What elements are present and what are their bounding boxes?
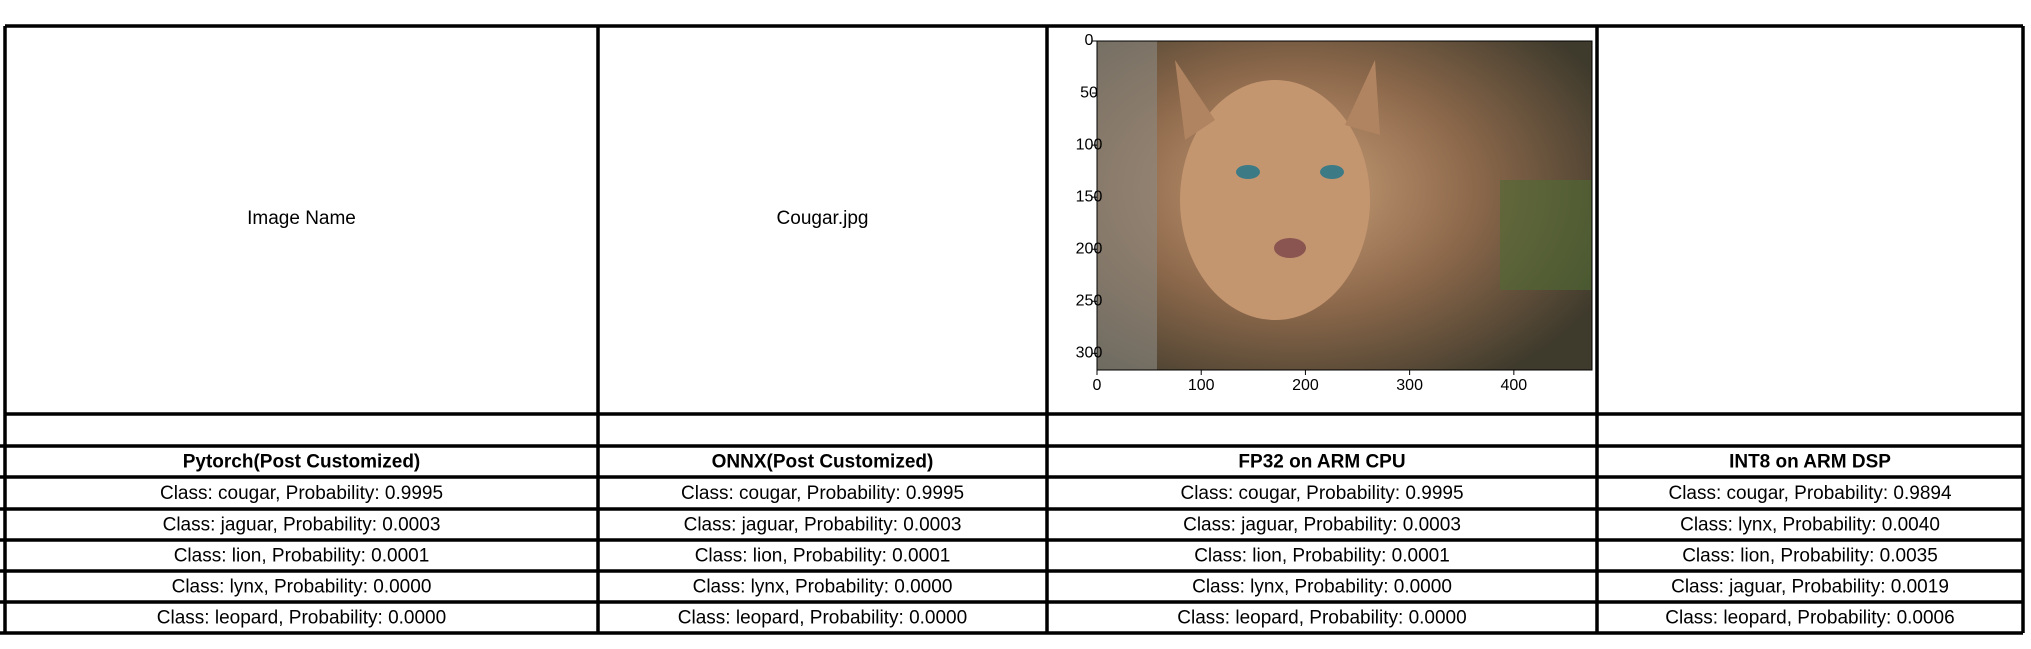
cell-text: Class: jaguar, Probability: 0.0003 — [1183, 515, 1461, 536]
cell-text: Class: cougar, Probability: 0.9894 — [1668, 483, 1951, 504]
cell-text: Image Name — [247, 208, 356, 229]
y-tick-label: 150 — [1076, 188, 1103, 205]
cell-text: Class: lion, Probability: 0.0001 — [695, 546, 951, 567]
x-tick-label: 100 — [1188, 377, 1215, 394]
y-tick-label: 200 — [1076, 240, 1103, 257]
cell-text: Class: jaguar, Probability: 0.0019 — [1671, 577, 1949, 598]
cell-text: Class: leopard, Probability: 0.0000 — [157, 608, 446, 629]
cell-text: Class: leopard, Probability: 0.0000 — [678, 608, 967, 629]
x-tick-label: 200 — [1292, 377, 1319, 394]
x-tick-label: 0 — [1093, 377, 1102, 394]
column-header: INT8 on ARM DSP — [1729, 452, 1891, 473]
cell-text: Class: lynx, Probability: 0.0000 — [1192, 577, 1452, 598]
y-tick-label: 0 — [1085, 32, 1094, 49]
plot-frame — [1096, 40, 1593, 371]
cell-text: Class: jaguar, Probability: 0.0003 — [163, 515, 441, 536]
cell-text: Class: lynx, Probability: 0.0000 — [172, 577, 432, 598]
cell-text: Class: lynx, Probability: 0.0040 — [1680, 515, 1940, 536]
cell-text: Class: lynx, Probability: 0.0000 — [693, 577, 953, 598]
cell-text: Class: leopard, Probability: 0.0000 — [1177, 608, 1466, 629]
x-tick-label: 400 — [1500, 377, 1527, 394]
y-tick-label: 100 — [1076, 136, 1103, 153]
y-tick-label: 250 — [1076, 293, 1103, 310]
cell-text: Class: lion, Probability: 0.0001 — [1194, 546, 1450, 567]
cell-text: Cougar.jpg — [777, 208, 869, 229]
cell-text: Class: cougar, Probability: 0.9995 — [1180, 483, 1463, 504]
column-header: Pytorch(Post Customized) — [183, 452, 421, 473]
cell-text: Class: leopard, Probability: 0.0006 — [1665, 608, 1954, 629]
photo — [1097, 41, 1592, 370]
column-header: ONNX(Post Customized) — [712, 452, 934, 473]
cell-text: Class: cougar, Probability: 0.9995 — [681, 483, 964, 504]
cell-text: Class: jaguar, Probability: 0.0003 — [684, 515, 962, 536]
x-tick-label: 300 — [1396, 377, 1423, 394]
cell-text: Class: lion, Probability: 0.0001 — [174, 546, 430, 567]
y-tick-label: 300 — [1076, 345, 1103, 362]
y-tick-label: 50 — [1080, 84, 1098, 101]
cell-text: Class: cougar, Probability: 0.9995 — [160, 483, 443, 504]
column-header: FP32 on ARM CPU — [1238, 452, 1405, 473]
cell-text: Class: lion, Probability: 0.0035 — [1682, 546, 1938, 567]
